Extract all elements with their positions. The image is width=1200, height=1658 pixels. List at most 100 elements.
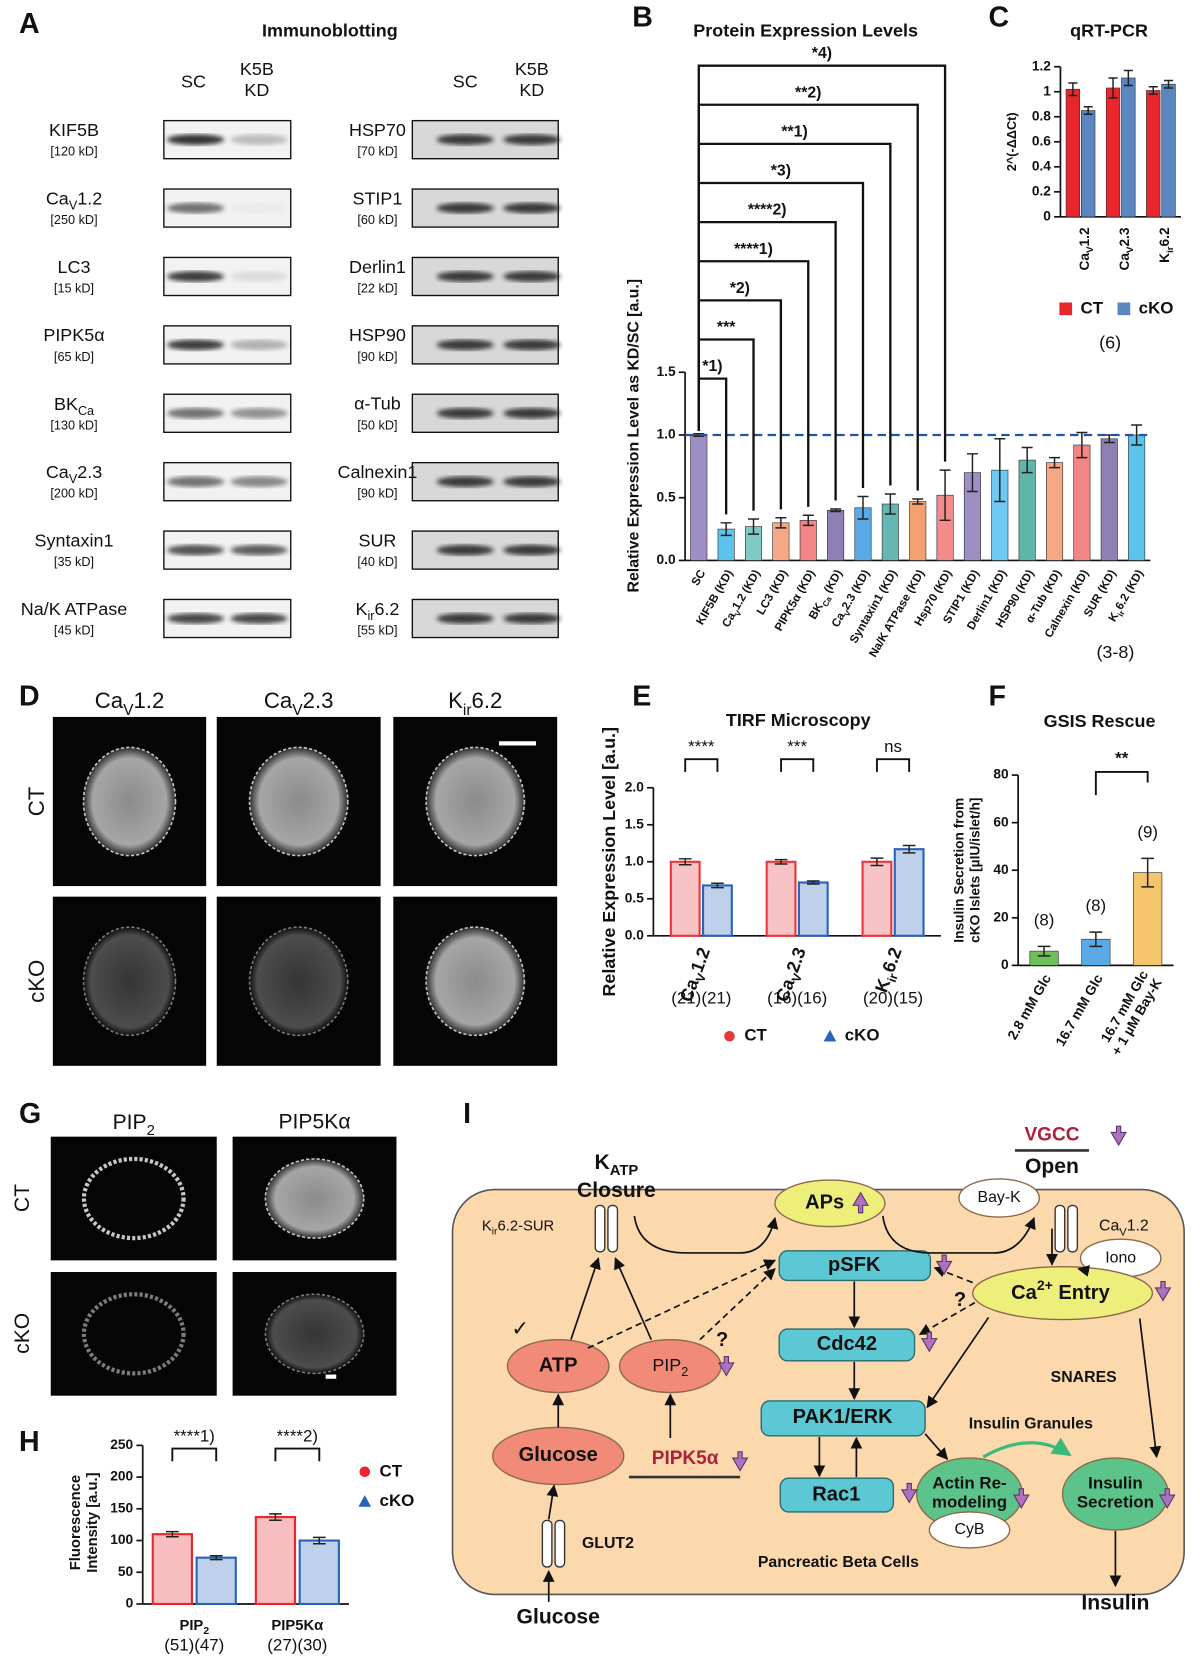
- node: [958, 1178, 1040, 1218]
- y-tick-label: 0.5: [625, 890, 644, 905]
- node: [778, 1250, 932, 1282]
- panel-letter: E: [632, 680, 651, 712]
- bar: [1146, 90, 1161, 218]
- blot-band: [230, 544, 288, 556]
- text-part: V: [1085, 246, 1096, 253]
- y-axis-label: FluorescenceIntensity [a.u.]: [68, 1472, 101, 1572]
- error-bar: [678, 858, 692, 866]
- diagram-label: ATP: [539, 1354, 578, 1376]
- diagram-label: Closure: [577, 1179, 656, 1202]
- significance-label: **1): [781, 123, 807, 140]
- protein-size: [90 kD]: [357, 487, 397, 501]
- diagram-label: PAK1/ERK: [793, 1406, 894, 1428]
- column-header: Kir6.2: [448, 688, 502, 719]
- significance-label: *4): [812, 45, 832, 62]
- arrow: [546, 1484, 559, 1520]
- node: [778, 1328, 916, 1362]
- text-part: PIP: [113, 1110, 147, 1133]
- text-part: 2: [203, 1626, 209, 1637]
- diagram-label: Rac1: [812, 1483, 860, 1505]
- down-arrow: [1154, 1280, 1172, 1302]
- y-tick-label: 100: [110, 1532, 133, 1547]
- n-label: (16)(16): [767, 989, 827, 1008]
- text-part: K: [595, 1151, 611, 1174]
- text-part: V: [69, 473, 78, 487]
- bar: [1046, 462, 1064, 561]
- text-part: Ca: [46, 462, 69, 482]
- text-part: PIP: [179, 1618, 203, 1634]
- node: [506, 1338, 610, 1394]
- bar: [701, 884, 733, 937]
- blot-band: [503, 544, 561, 556]
- bar: [1121, 77, 1136, 218]
- diagram-label: Insulin Secretion: [1077, 1474, 1154, 1512]
- y-tick-label: 1.0: [657, 427, 676, 442]
- protein-name: α-Tub: [354, 394, 401, 414]
- legend-marker: [724, 1030, 735, 1042]
- protein-size: [120 kD]: [50, 145, 97, 159]
- y-tick-label: 0.0: [625, 927, 644, 942]
- diagram-label: PIPK5α: [652, 1448, 719, 1469]
- text-part: Ca: [78, 404, 94, 418]
- text-part: ir: [492, 1227, 498, 1238]
- arrow: [1138, 1318, 1162, 1459]
- text-part: V: [123, 702, 134, 719]
- protein-size: [55 kD]: [357, 624, 397, 638]
- y-tick-label: 1.0: [625, 853, 644, 868]
- protein-size: [22 kD]: [357, 282, 397, 296]
- micrograph: [50, 1136, 217, 1261]
- cell: [264, 1158, 365, 1239]
- text-part: Ca: [264, 688, 293, 713]
- y-tick-label: 0.4: [1032, 158, 1051, 173]
- blot-band: [230, 134, 288, 145]
- text-part: V: [842, 608, 853, 618]
- error-bar: [939, 469, 951, 522]
- protein-size: [70 kD]: [357, 145, 397, 159]
- error-bar: [884, 493, 896, 515]
- cell: [264, 1293, 365, 1375]
- error-bar: [857, 495, 869, 520]
- text-part: 2: [681, 1365, 688, 1379]
- chart-title: TIRF Microscopy: [726, 710, 871, 730]
- bar: [195, 1556, 237, 1606]
- error-bar: [1076, 431, 1088, 459]
- significance-label: ***: [717, 319, 736, 336]
- error-bar: [830, 508, 842, 513]
- channel: [554, 1519, 566, 1568]
- bar: [1128, 434, 1146, 561]
- bar: [669, 860, 701, 937]
- protein-size: [60 kD]: [357, 213, 397, 227]
- blot-band: [230, 476, 288, 487]
- error-bar: [312, 1536, 326, 1545]
- significance-label: ***: [787, 737, 807, 756]
- error-bar: [994, 438, 1006, 503]
- text-part: 2: [147, 1123, 155, 1139]
- bar: [151, 1533, 193, 1606]
- significance-label: **: [1115, 749, 1129, 768]
- column-header: CaV2.3: [264, 688, 334, 719]
- n-label: (21)(21): [671, 989, 731, 1008]
- significance-label: *3): [771, 163, 791, 180]
- text-part: Ca: [1099, 1218, 1119, 1235]
- column-header: PIP2: [113, 1110, 155, 1138]
- error-bar: [1123, 69, 1133, 87]
- down-arrow: [1158, 1488, 1176, 1509]
- diagram-label: SNARES: [1051, 1369, 1117, 1386]
- column-header: PIP5Kα: [278, 1110, 350, 1133]
- protein-name: Calnexin1: [337, 462, 417, 482]
- text-part: PIP: [652, 1355, 681, 1375]
- error-bar: [720, 522, 732, 537]
- legend-label: cKO: [380, 1491, 415, 1510]
- protein-name: Kir6.2: [355, 599, 399, 624]
- row-label: cKO: [11, 1313, 34, 1354]
- n-label: (8): [1034, 910, 1055, 929]
- y-tick-label: 1.5: [625, 816, 644, 831]
- x-tick-label: CaV2.3: [1117, 227, 1136, 270]
- error-bar: [1049, 456, 1061, 469]
- arrow: [918, 1301, 976, 1336]
- x-tick-label: 16.7 mM Glc+ 1 µM Bay-K: [1095, 968, 1165, 1058]
- diagram-label: ?: [716, 1329, 728, 1351]
- panel-letter: B: [632, 2, 653, 34]
- protein-name: Derlin1: [349, 257, 406, 277]
- y-tick-label: 0.6: [1032, 133, 1051, 148]
